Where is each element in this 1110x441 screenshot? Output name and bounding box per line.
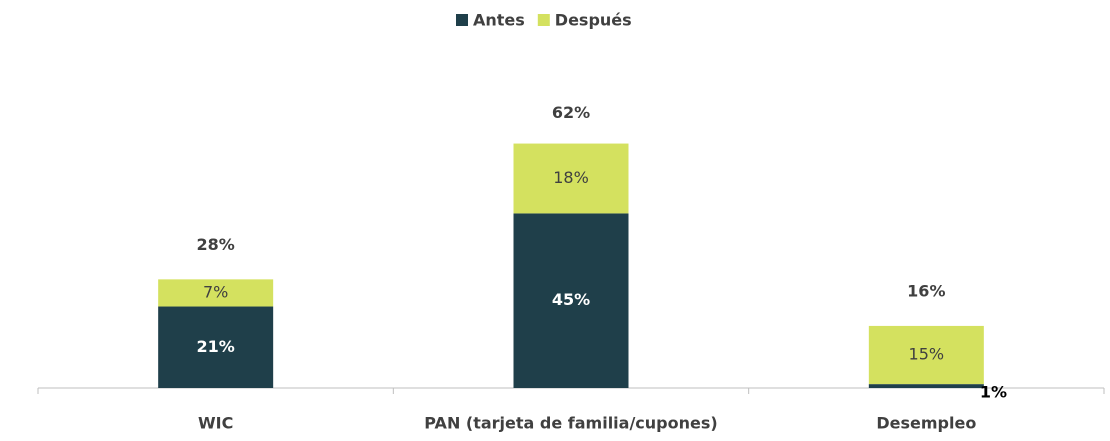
legend-swatch [537,14,550,26]
total-label: 28% [197,235,235,254]
data-label: 15% [909,345,945,364]
data-label: 1% [980,383,1007,402]
data-label: 45% [552,290,590,309]
total-label: 16% [907,281,945,300]
total-label: 62% [552,103,590,122]
x-tick-label: WIC [198,414,233,433]
bar-segment [513,213,629,388]
data-label: 7% [203,282,228,301]
data-label: 21% [197,337,235,356]
x-tick-label: Desempleo [876,414,976,433]
bar-segment [868,325,984,385]
x-tick-label: PAN (tarjeta de familia/cupones) [424,414,717,433]
bar-segment [513,143,629,214]
bar-segment [158,279,274,307]
bar-segment [158,306,274,388]
legend-swatch [456,14,468,26]
data-label: 18% [553,168,589,187]
legend-label: Antes [473,11,525,30]
bar-segment [868,384,984,388]
legend-label: Después [555,11,632,30]
